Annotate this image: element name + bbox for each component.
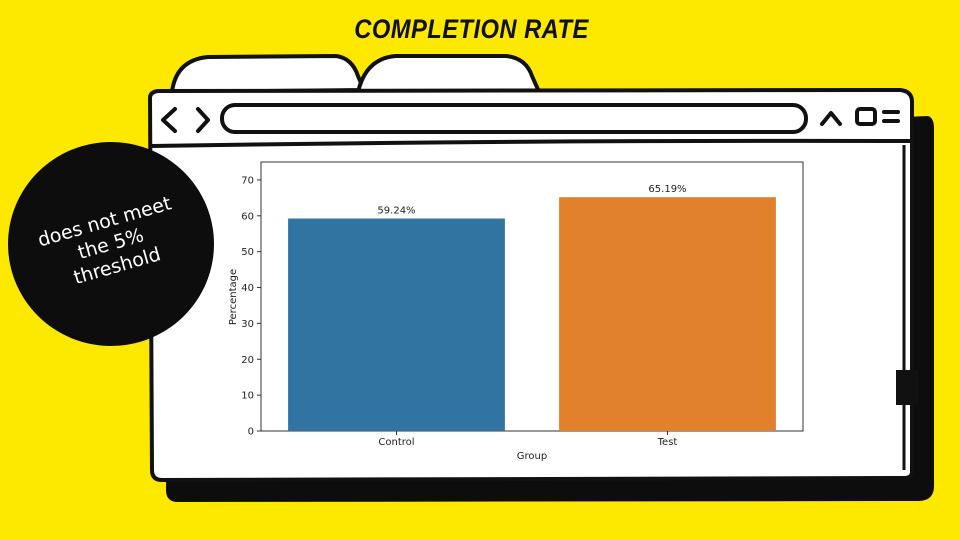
forward-arrow-icon[interactable] xyxy=(196,107,210,133)
callout-badge: does not meet the 5% threshold xyxy=(8,142,214,346)
x-axis-label: Group xyxy=(517,451,547,462)
y-tick-label: 40 xyxy=(241,283,254,294)
browser-tab-left[interactable] xyxy=(170,54,366,94)
x-tick-label: Test xyxy=(657,437,678,448)
menu-lines-icon[interactable] xyxy=(882,110,900,123)
y-tick-label: 20 xyxy=(241,355,254,366)
back-arrow-icon[interactable] xyxy=(161,107,177,133)
y-tick-label: 30 xyxy=(241,319,254,330)
bar-test xyxy=(559,197,776,431)
y-tick-label: 60 xyxy=(241,211,254,222)
y-tick-label: 10 xyxy=(241,391,254,402)
y-tick-label: 50 xyxy=(241,247,254,258)
plot-frame xyxy=(260,161,804,432)
browser-window xyxy=(148,88,914,482)
scrollbar-thumb[interactable] xyxy=(896,370,918,405)
x-tick-label: Control xyxy=(378,437,414,448)
data-label-control: 59.24% xyxy=(377,206,415,217)
chevron-up-icon[interactable] xyxy=(820,111,842,126)
y-tick-label: 70 xyxy=(241,175,254,186)
address-bar[interactable] xyxy=(220,103,808,134)
toolbar-divider xyxy=(150,138,912,148)
browser-tab-right[interactable] xyxy=(356,54,542,96)
y-axis-label: Percentage xyxy=(228,269,239,325)
square-icon[interactable] xyxy=(855,107,877,126)
bar-control xyxy=(288,218,505,431)
data-label-test: 65.19% xyxy=(648,184,686,195)
y-tick-label: 0 xyxy=(248,427,254,438)
callout-text: does not meet the 5% threshold xyxy=(35,191,174,289)
bar-chart: 59.24% 65.19% 0 10 20 30 40 50 60 70 Control Test… xyxy=(228,161,804,462)
slide-title: COMPLETION RATE xyxy=(354,14,589,44)
